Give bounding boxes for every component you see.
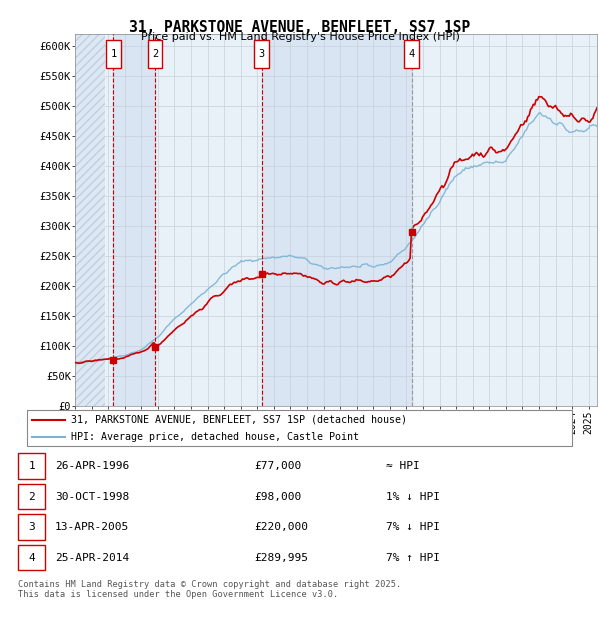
FancyBboxPatch shape xyxy=(18,484,46,509)
Bar xyxy=(75,34,105,406)
Text: £220,000: £220,000 xyxy=(254,522,308,532)
Text: 2: 2 xyxy=(28,492,35,502)
Bar xyxy=(262,34,412,406)
Text: £289,995: £289,995 xyxy=(254,552,308,562)
FancyBboxPatch shape xyxy=(18,515,46,540)
Text: 31, PARKSTONE AVENUE, BENFLEET, SS7 1SP (detached house): 31, PARKSTONE AVENUE, BENFLEET, SS7 1SP … xyxy=(71,415,407,425)
Text: 3: 3 xyxy=(259,48,265,59)
FancyBboxPatch shape xyxy=(18,545,46,570)
Text: £98,000: £98,000 xyxy=(254,492,301,502)
Text: 31, PARKSTONE AVENUE, BENFLEET, SS7 1SP: 31, PARKSTONE AVENUE, BENFLEET, SS7 1SP xyxy=(130,20,470,35)
Text: 26-APR-1996: 26-APR-1996 xyxy=(55,461,130,471)
FancyBboxPatch shape xyxy=(18,453,46,479)
FancyBboxPatch shape xyxy=(254,40,269,68)
FancyBboxPatch shape xyxy=(27,410,572,446)
Text: £77,000: £77,000 xyxy=(254,461,301,471)
Text: 2: 2 xyxy=(152,48,158,59)
Text: HPI: Average price, detached house, Castle Point: HPI: Average price, detached house, Cast… xyxy=(71,432,359,442)
FancyBboxPatch shape xyxy=(148,40,163,68)
Text: 30-OCT-1998: 30-OCT-1998 xyxy=(55,492,130,502)
Text: Price paid vs. HM Land Registry's House Price Index (HPI): Price paid vs. HM Land Registry's House … xyxy=(140,32,460,42)
Text: 7% ↓ HPI: 7% ↓ HPI xyxy=(386,522,440,532)
Text: 1: 1 xyxy=(28,461,35,471)
Text: 7% ↑ HPI: 7% ↑ HPI xyxy=(386,552,440,562)
Text: Contains HM Land Registry data © Crown copyright and database right 2025.
This d: Contains HM Land Registry data © Crown c… xyxy=(18,580,401,599)
Text: 13-APR-2005: 13-APR-2005 xyxy=(55,522,130,532)
Text: 1% ↓ HPI: 1% ↓ HPI xyxy=(386,492,440,502)
Text: ≈ HPI: ≈ HPI xyxy=(386,461,420,471)
Text: 3: 3 xyxy=(28,522,35,532)
Text: 25-APR-2014: 25-APR-2014 xyxy=(55,552,130,562)
Text: 4: 4 xyxy=(409,48,415,59)
FancyBboxPatch shape xyxy=(106,40,121,68)
FancyBboxPatch shape xyxy=(404,40,419,68)
Bar xyxy=(113,34,155,406)
Text: 1: 1 xyxy=(110,48,116,59)
Text: 4: 4 xyxy=(28,552,35,562)
